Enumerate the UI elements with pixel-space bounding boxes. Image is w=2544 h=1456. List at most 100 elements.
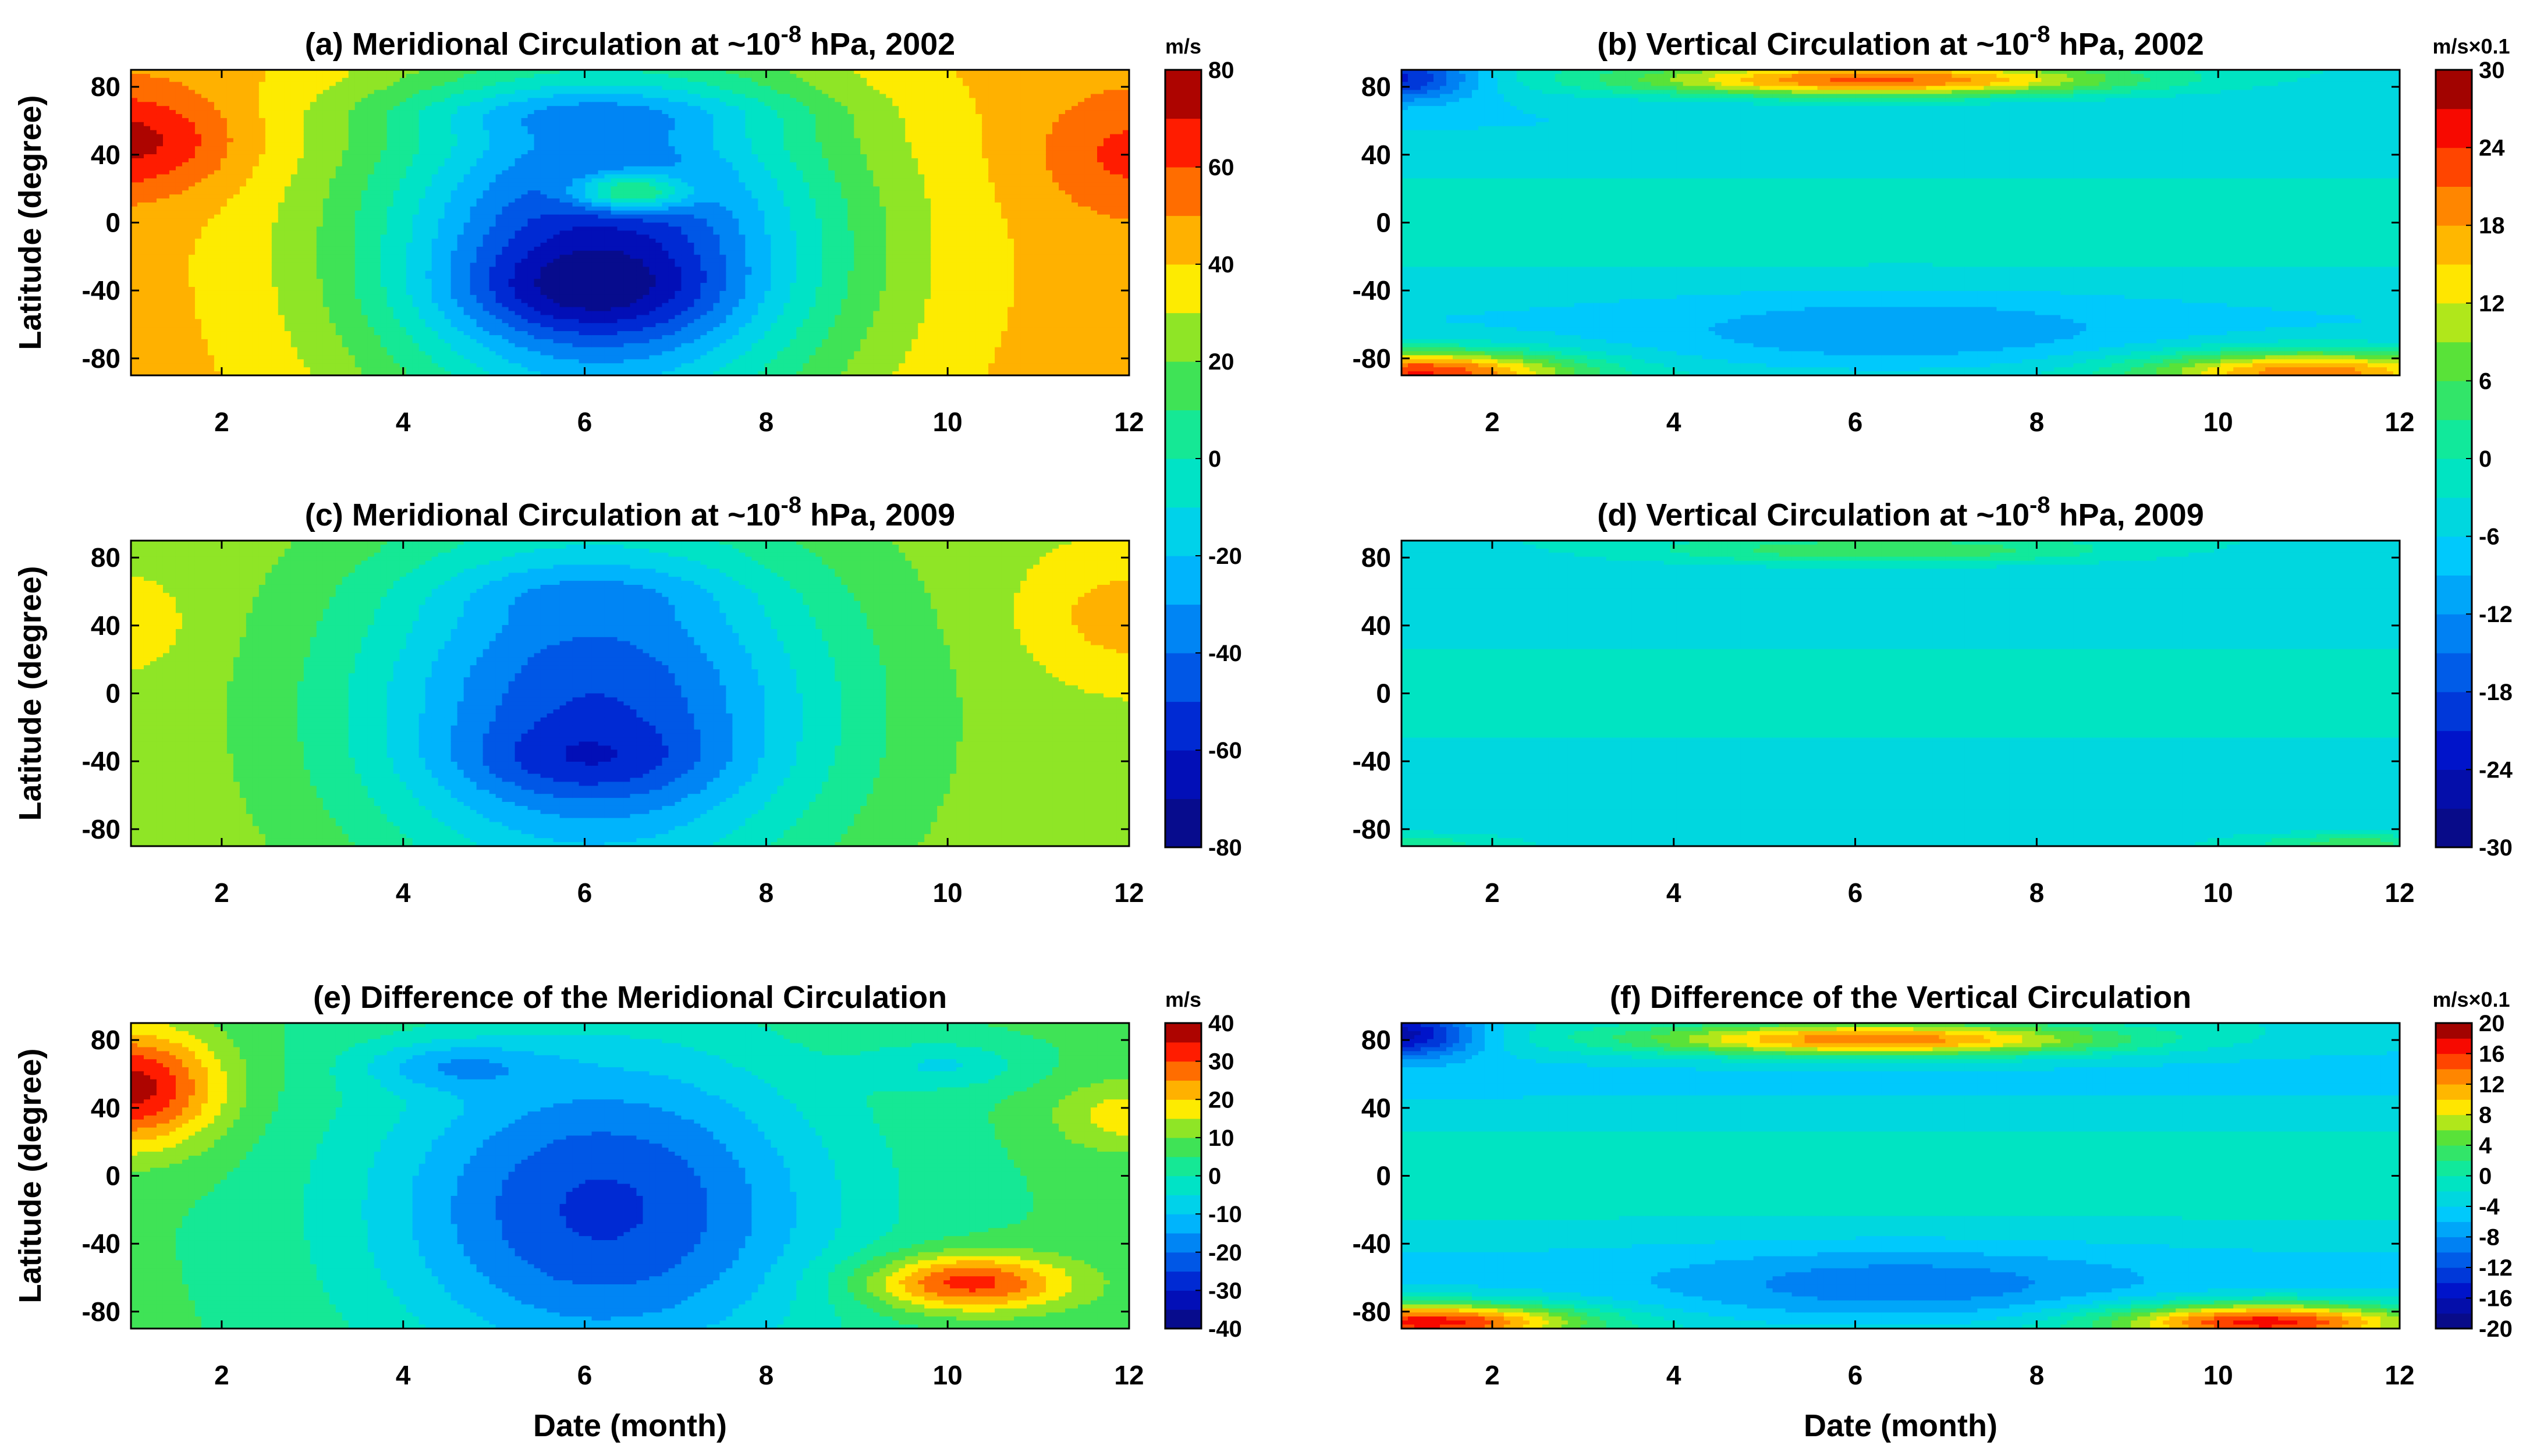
- field-cell: [509, 323, 516, 328]
- field-cell: [278, 259, 285, 264]
- field-cell: [477, 138, 484, 143]
- field-cell: [169, 114, 176, 119]
- field-cell: [438, 295, 445, 300]
- field-cell: [297, 263, 304, 268]
- field-cell: [246, 194, 253, 199]
- field-cell: [144, 351, 151, 356]
- field-cell: [150, 114, 157, 119]
- field-cell: [413, 186, 420, 191]
- field-cell: [361, 162, 368, 167]
- field-cell: [381, 130, 388, 135]
- field-cell: [432, 146, 439, 151]
- field-cell: [432, 154, 439, 159]
- field-cell: [233, 207, 240, 211]
- field-cell: [457, 235, 464, 239]
- field-cell: [297, 158, 304, 163]
- field-cell: [451, 243, 458, 247]
- field-cell: [240, 223, 247, 228]
- field-cell: [445, 279, 452, 283]
- field-cell: [489, 114, 496, 119]
- field-cell: [413, 351, 420, 356]
- field-cell: [349, 311, 356, 315]
- field-cell: [349, 162, 356, 167]
- field-cell: [297, 166, 304, 171]
- field-cell: [547, 263, 554, 268]
- field-cell: [144, 331, 151, 336]
- field-cell: [483, 82, 490, 87]
- field-cell: [278, 134, 285, 139]
- field-cell: [368, 355, 375, 360]
- field-cell: [240, 130, 247, 135]
- field-cell: [227, 175, 234, 179]
- field-cell: [374, 255, 381, 260]
- field-cell: [163, 335, 170, 340]
- field-cell: [425, 78, 432, 83]
- field-cell: [400, 271, 407, 275]
- field-cell: [470, 263, 477, 268]
- field-cell: [323, 134, 330, 139]
- field-cell: [438, 114, 445, 119]
- field-cell: [329, 223, 336, 228]
- field-cell: [150, 315, 157, 319]
- field-cell: [393, 247, 400, 251]
- field-cell: [323, 146, 330, 151]
- field-cell: [406, 102, 413, 106]
- field-cell: [496, 219, 503, 223]
- field-cell: [547, 82, 554, 87]
- field-cell: [176, 243, 183, 247]
- field-cell: [477, 207, 484, 211]
- field-cell: [150, 230, 157, 235]
- field-cell: [253, 363, 260, 368]
- field-cell: [189, 166, 196, 171]
- field-cell: [406, 146, 413, 151]
- field-cell: [189, 102, 196, 106]
- field-cell: [547, 171, 554, 175]
- field-cell: [509, 315, 516, 319]
- field-cell: [464, 223, 471, 228]
- field-cell: [214, 110, 221, 115]
- field-cell: [355, 207, 362, 211]
- field-cell: [214, 355, 221, 360]
- field-cell: [163, 230, 170, 235]
- field-cell: [227, 82, 234, 87]
- field-cell: [406, 94, 413, 98]
- field-cell: [297, 339, 304, 344]
- field-cell: [131, 207, 138, 211]
- field-cell: [534, 359, 541, 364]
- field-cell: [349, 203, 356, 207]
- field-cell: [470, 94, 477, 98]
- field-cell: [509, 275, 516, 279]
- field-cell: [413, 78, 420, 83]
- field-cell: [534, 86, 541, 91]
- field-cell: [419, 158, 426, 163]
- field-cell: [387, 267, 394, 271]
- field-cell: [291, 243, 298, 247]
- field-cell: [419, 223, 426, 228]
- field-cell: [246, 339, 253, 344]
- field-cell: [400, 118, 407, 123]
- field-cell: [400, 319, 407, 324]
- field-cell: [240, 179, 247, 183]
- field-cell: [189, 343, 196, 348]
- field-cell: [528, 215, 535, 219]
- field-cell: [483, 78, 490, 83]
- field-cell: [541, 239, 548, 243]
- field-cell: [419, 359, 426, 364]
- field-cell: [534, 279, 541, 283]
- field-cell: [240, 106, 247, 111]
- field-cell: [515, 138, 522, 143]
- field-cell: [509, 263, 516, 268]
- field-cell: [342, 263, 349, 268]
- field-cell: [176, 146, 183, 151]
- field-cell: [214, 130, 221, 135]
- field-cell: [349, 279, 356, 283]
- field-cell: [310, 126, 317, 131]
- field-cell: [477, 251, 484, 255]
- field-cell: [310, 219, 317, 223]
- field-cell: [285, 331, 292, 336]
- field-cell: [342, 267, 349, 271]
- field-cell: [457, 102, 464, 106]
- field-cell: [361, 343, 368, 348]
- field-cell: [272, 154, 279, 159]
- field-cell: [265, 291, 272, 296]
